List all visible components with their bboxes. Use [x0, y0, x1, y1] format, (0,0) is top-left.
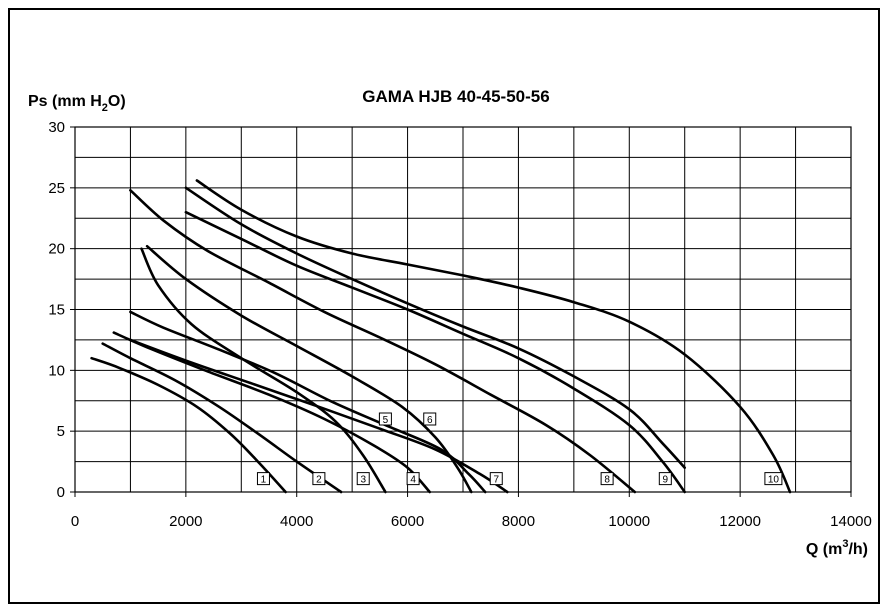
curve-label-text: 1: [261, 475, 267, 486]
x-axis-label: Q (m3/h): [806, 538, 868, 558]
curve-label-2: 2: [312, 472, 326, 486]
curve-label-box: [256, 472, 270, 486]
curve-label-3: 3: [356, 472, 370, 486]
x-tick-label: 10000: [608, 513, 650, 530]
curve-label-5: 5: [378, 412, 392, 426]
chart-frame: [8, 8, 880, 604]
curve-label-text: 7: [493, 475, 499, 486]
y-tick-label: 10: [48, 362, 65, 379]
x-tick-label: 0: [71, 513, 79, 530]
curve-label-box: [406, 472, 420, 486]
curve-1: [90, 356, 287, 494]
grid: [74, 126, 852, 493]
y-tick-label: 20: [48, 241, 65, 258]
curve-label-text: 6: [427, 415, 433, 426]
curve-label-text: 8: [604, 475, 610, 486]
x-tick-label: 14000: [830, 513, 872, 530]
curve-6: [145, 244, 473, 494]
curve-label-7: 7: [489, 472, 503, 486]
y-tick-label: 0: [57, 484, 65, 501]
y-axis-label: Ps (mm H2O): [28, 93, 126, 114]
chart-title: GAMA HJB 40-45-50-56: [362, 87, 549, 106]
curve-label-8: 8: [600, 472, 614, 486]
y-tick-label: 5: [57, 423, 65, 440]
curve-label-box: [764, 472, 783, 486]
curve-label-text: 4: [410, 475, 416, 486]
curve-labels: 1 2 3 4 5 6 7 8 9 10: [256, 412, 783, 486]
curve-label-box: [423, 412, 437, 426]
curve-4: [112, 331, 431, 494]
curve-label-box: [489, 472, 503, 486]
curve-10: [195, 179, 792, 494]
curves: [90, 179, 792, 494]
x-tick-label: 8000: [502, 513, 535, 530]
curve-label-box: [658, 472, 672, 486]
curve-label-4: 4: [406, 472, 420, 486]
curve-9: [184, 210, 686, 494]
curve-2: [101, 342, 343, 494]
x-tick-label: 2000: [169, 513, 202, 530]
curve-7: [129, 338, 509, 494]
y-tick-label: 30: [48, 119, 65, 136]
x-tick-label: 6000: [391, 513, 424, 530]
curve-label-box: [600, 472, 614, 486]
curve-3: [140, 247, 387, 494]
x-tick-label: 12000: [719, 513, 761, 530]
ticks: 0 2000 4000 6000 8000 10000 12000 1400005101520…: [48, 119, 872, 530]
curve-label-text: 5: [383, 415, 389, 426]
curve-5: [129, 310, 487, 494]
curve-label-text: 3: [360, 475, 366, 486]
curve-label-10: 10: [764, 472, 783, 486]
y-tick-label: 25: [48, 180, 65, 197]
curve-label-text: 10: [768, 475, 780, 486]
curve-label-1: 1: [256, 472, 270, 486]
curve-label-text: 9: [663, 475, 669, 486]
curve-label-text: 2: [316, 475, 322, 486]
curve-unlabeled: [184, 186, 686, 469]
curve-8: [129, 189, 637, 494]
y-tick-label: 15: [48, 302, 65, 319]
curve-label-9: 9: [658, 472, 672, 486]
curve-label-box: [378, 412, 392, 426]
curve-label-6: 6: [423, 412, 437, 426]
x-tick-label: 4000: [280, 513, 313, 530]
curve-label-box: [356, 472, 370, 486]
curve-label-box: [312, 472, 326, 486]
